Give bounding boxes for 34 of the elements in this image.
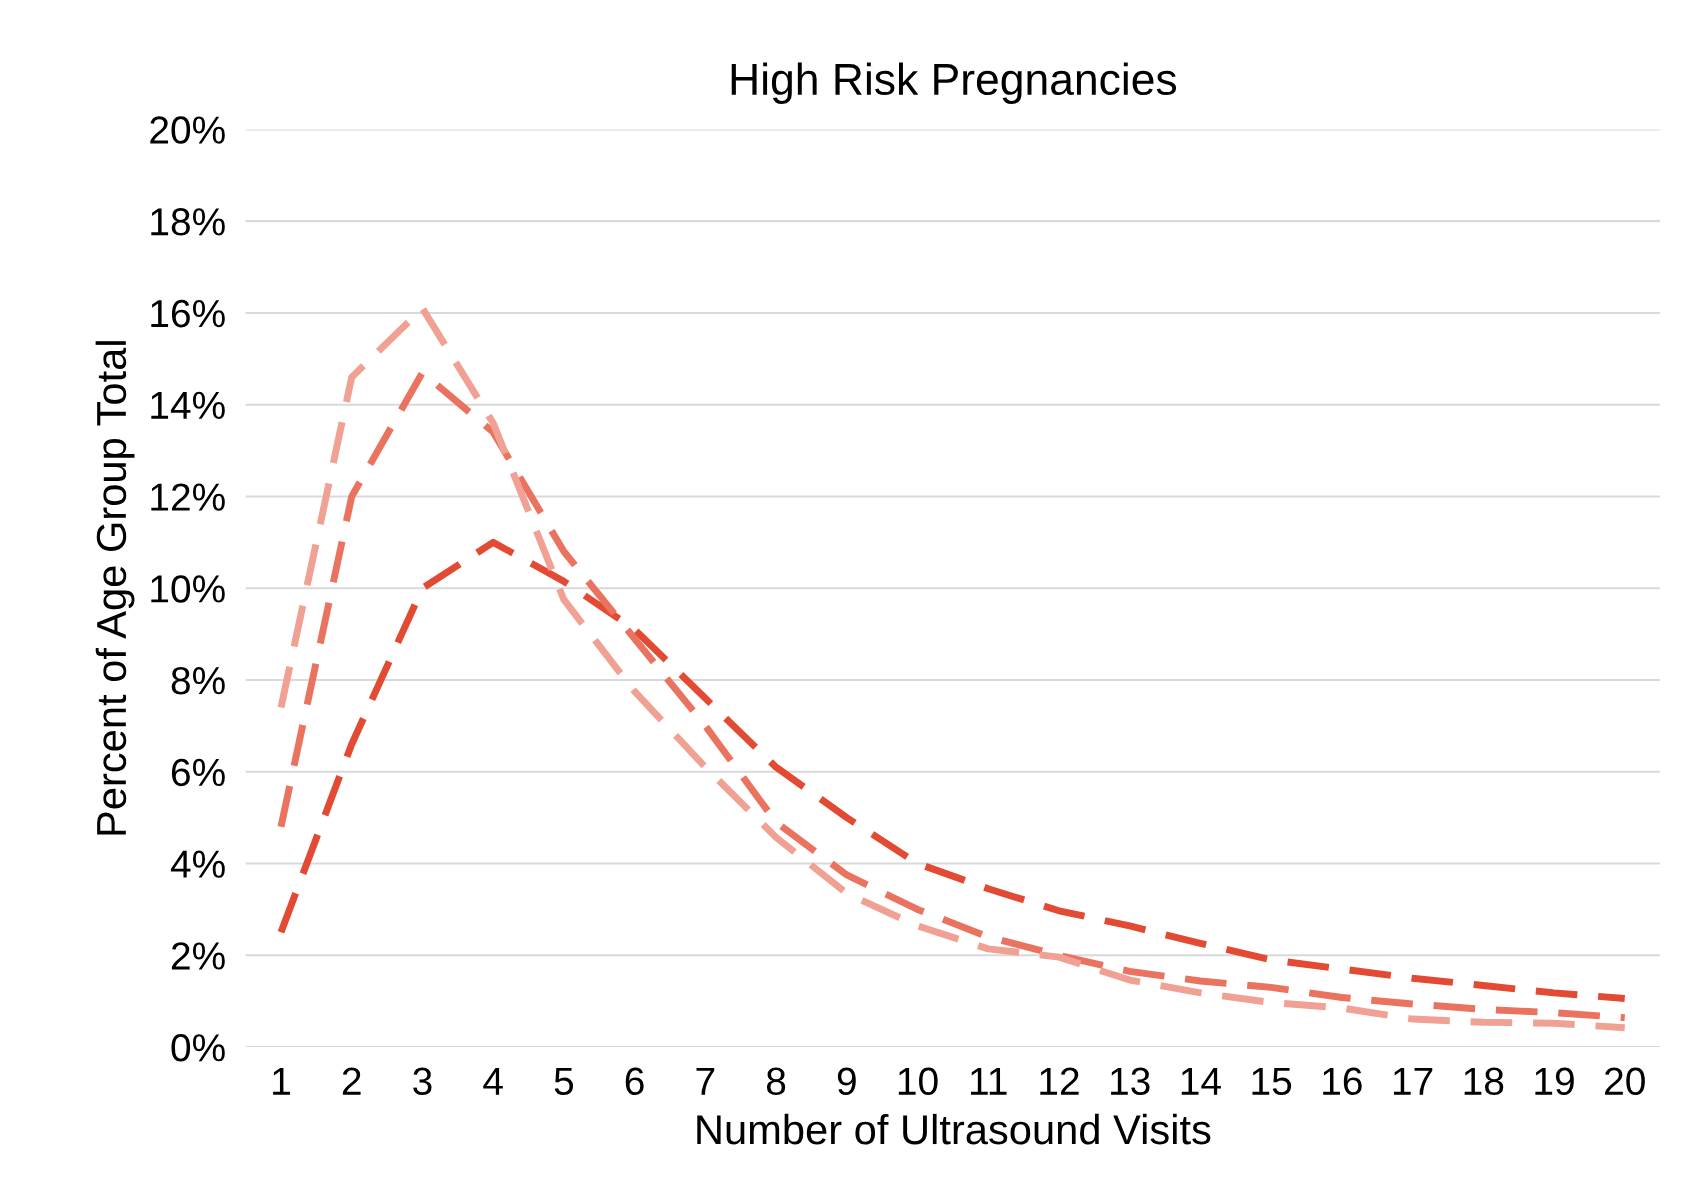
x-tick-label: 6 [625,1067,644,1096]
x-tick-label: 12 [1040,1067,1079,1095]
x-tick-label: 4 [483,1067,503,1095]
y-axis-title: Percent of Age Group Total [95,341,135,835]
x-tick-label: 9 [837,1067,856,1096]
y-tick-label: 20% [150,116,225,144]
x-tick-label: 10 [898,1067,938,1096]
x-tick-label: 5 [554,1067,574,1096]
y-tick-label: 14% [151,391,225,420]
y-tick-label: 4% [170,850,225,878]
x-tick-label: 11 [971,1067,1007,1095]
x-tick-label: 19 [1535,1067,1574,1096]
x-tick-label: 20 [1605,1067,1645,1096]
y-tick-label: 16% [151,299,225,328]
x-tick-label: 1 [273,1067,290,1095]
x-tick-label: 17 [1393,1067,1433,1095]
x-tick-label: 18 [1464,1067,1504,1096]
y-tick-label: 12% [151,483,225,511]
x-tick-label: 7 [696,1067,715,1095]
y-tick-label: 10% [151,575,225,603]
y-tick-label: 0% [171,1033,225,1062]
chart-title: High Risk Pregnancies [731,62,1177,104]
x-tick-label: 2 [342,1067,361,1095]
y-tick-label: 8% [171,666,225,695]
x-tick-label: 16 [1323,1067,1362,1096]
y-tick-label: 6% [171,758,225,787]
x-tick-label: 15 [1252,1067,1292,1096]
x-tick-label: 3 [413,1067,432,1096]
x-tick-label: 14 [1181,1067,1221,1095]
y-tick-label: 2% [171,942,225,970]
x-axis-title: Number of Ultrasound Visits [697,1113,1211,1145]
x-tick-label: 13 [1111,1067,1150,1096]
y-tick-label: 18% [151,208,225,236]
x-tick-label: 8 [766,1067,786,1096]
